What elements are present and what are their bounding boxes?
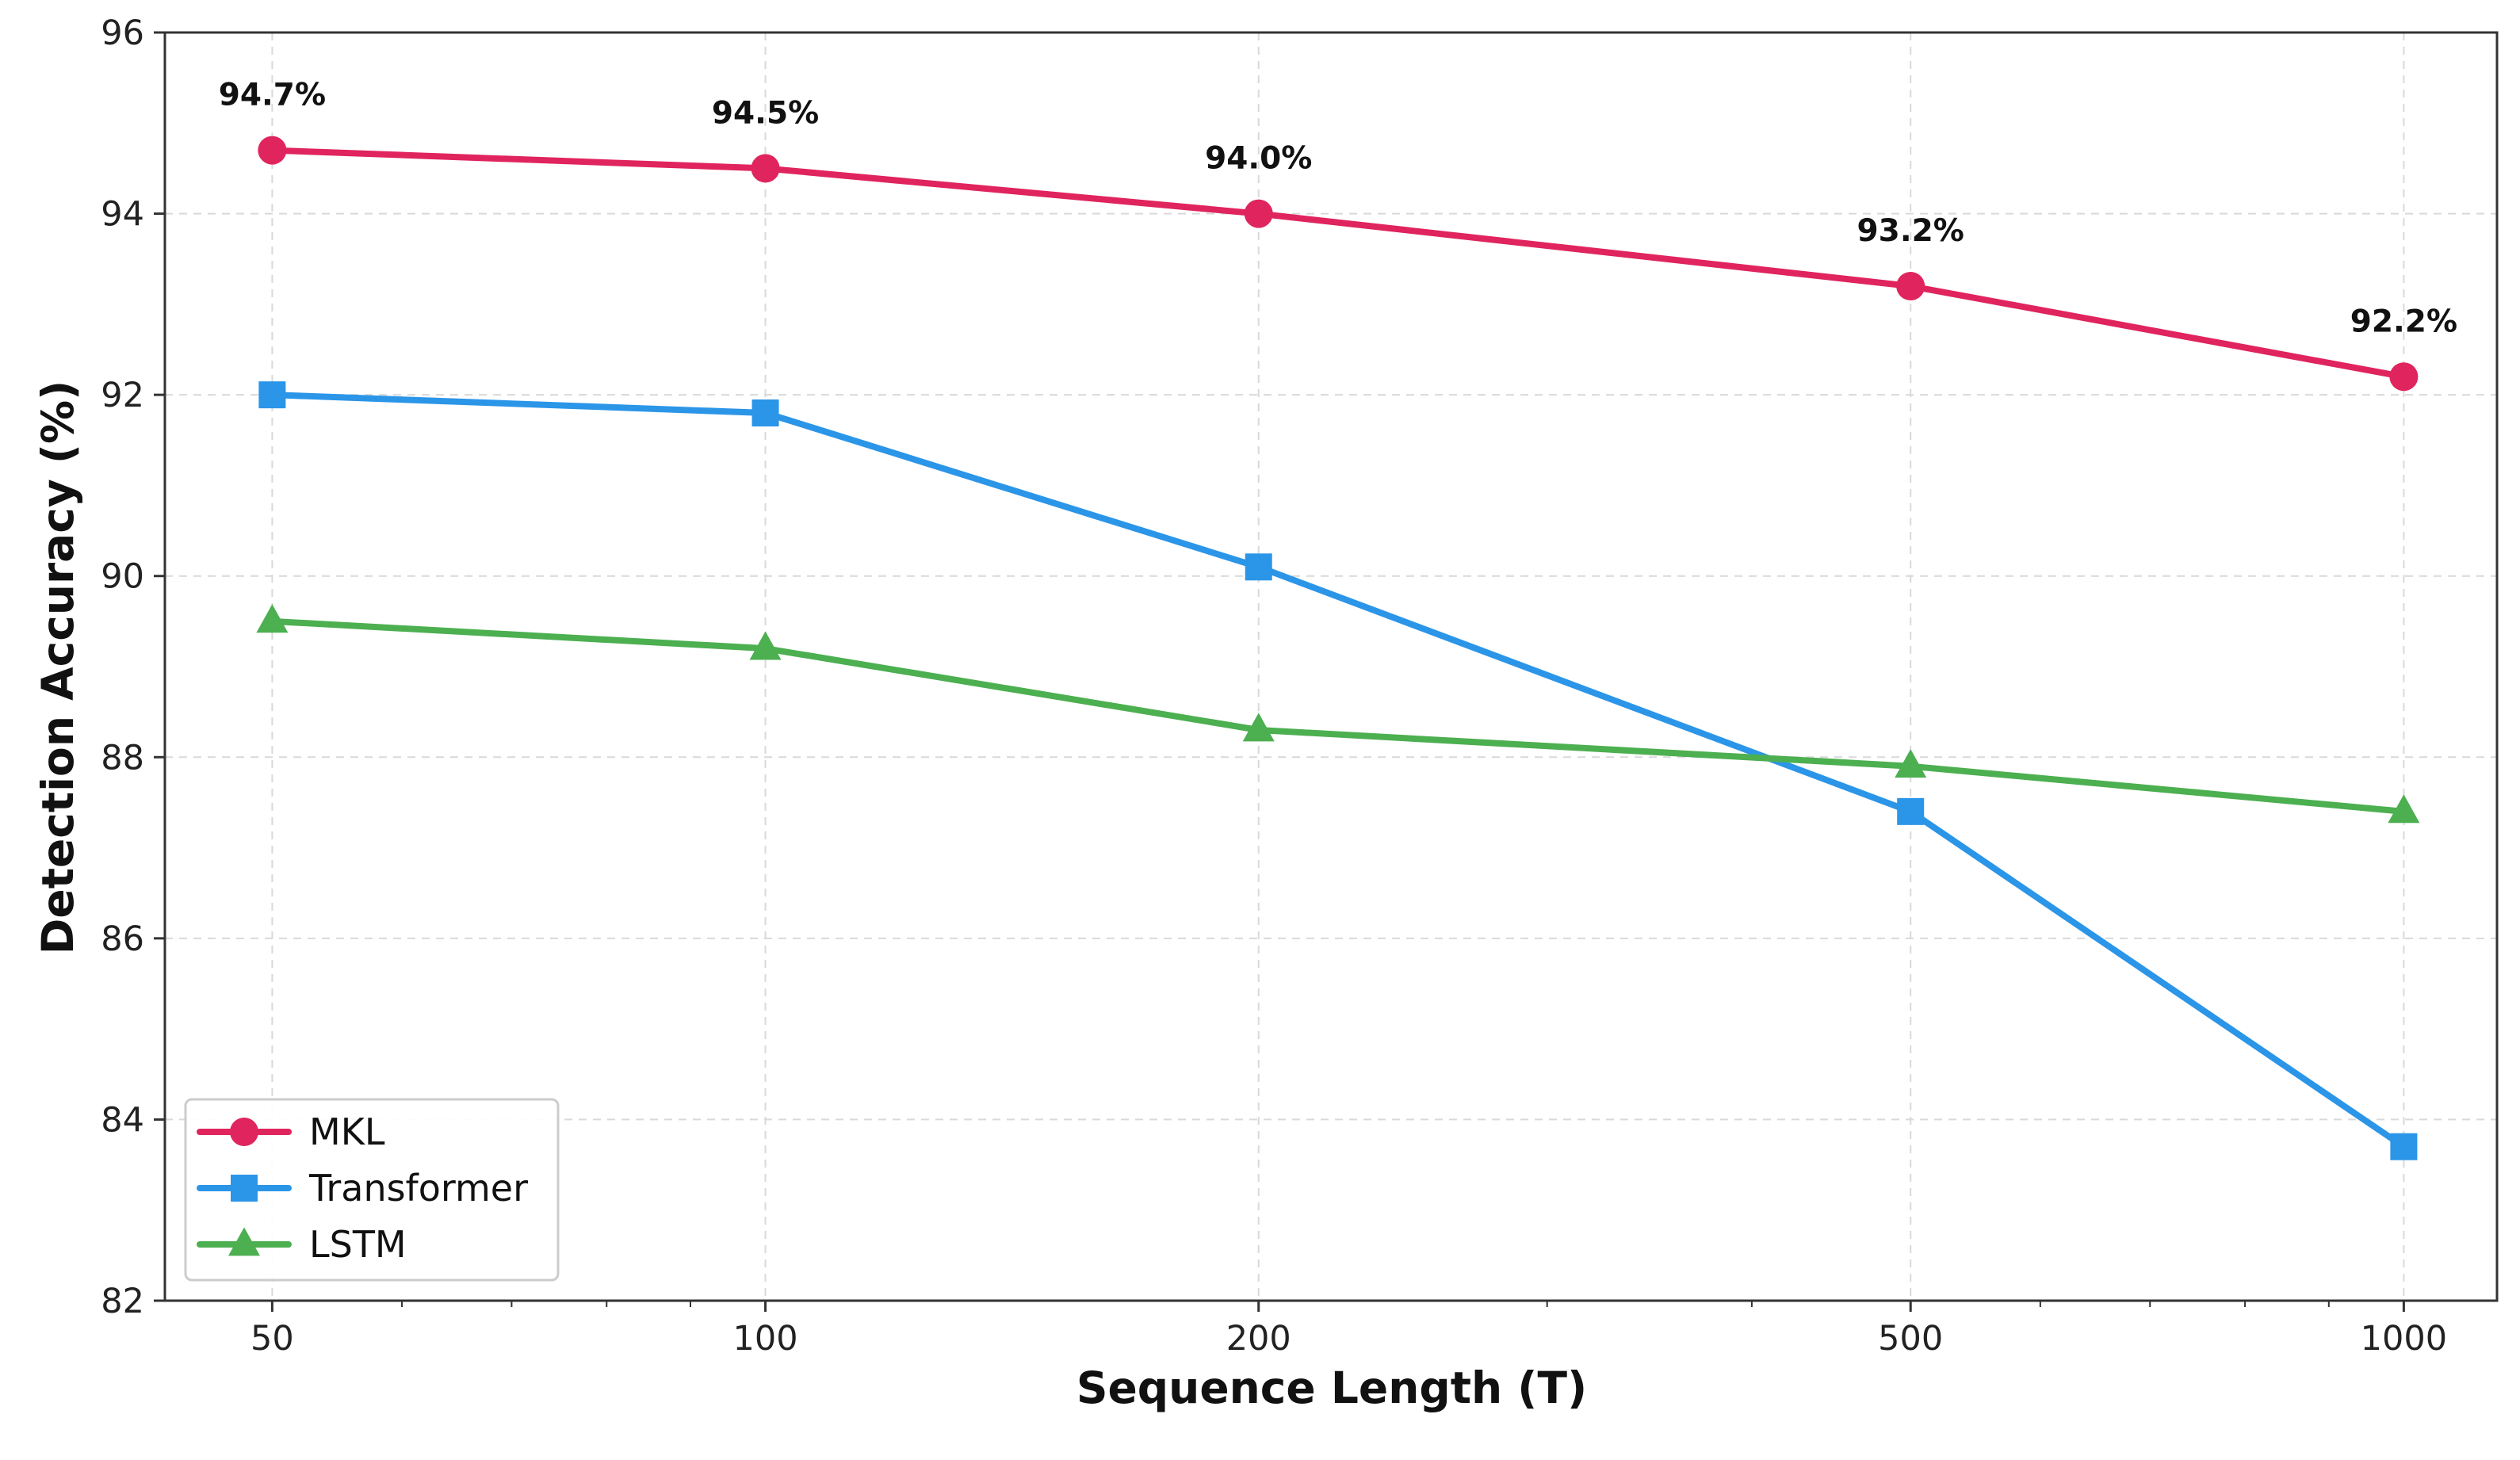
data-point-mkl bbox=[1896, 272, 1925, 300]
data-point-lstm bbox=[256, 604, 289, 633]
frame-layer bbox=[163, 31, 2499, 1302]
data-label-mkl: 94.0% bbox=[1205, 141, 1312, 177]
data-point-lstm bbox=[749, 631, 782, 660]
data-label-mkl: 94.7% bbox=[219, 78, 326, 113]
y-axis-title: Detection Accuracy (%) bbox=[33, 380, 83, 955]
legend-label-transformer: Transformer bbox=[308, 1167, 528, 1210]
data-point-mkl bbox=[258, 136, 287, 165]
y-tick-label: 82 bbox=[101, 1282, 144, 1321]
data-point-transformer bbox=[1245, 553, 1272, 581]
data-point-transformer bbox=[258, 381, 286, 409]
x-axis-title: Sequence Length (T) bbox=[1076, 1363, 1587, 1413]
data-point-mkl bbox=[2389, 362, 2419, 392]
data-point-mkl bbox=[751, 154, 780, 183]
data-point-lstm bbox=[1242, 713, 1275, 742]
y-tick-label: 94 bbox=[101, 195, 144, 235]
data-point-lstm bbox=[1895, 749, 1927, 778]
x-tick-label: 100 bbox=[733, 1319, 798, 1359]
x-tick-label: 200 bbox=[1226, 1319, 1291, 1359]
legend-label-lstm: LSTM bbox=[309, 1223, 407, 1266]
legend-marker-lstm bbox=[228, 1227, 260, 1256]
series-line-transformer bbox=[269, 392, 2407, 1150]
data-point-mkl bbox=[1244, 199, 1273, 228]
legend-marker-mkl bbox=[230, 1118, 258, 1146]
data-point-lstm bbox=[2388, 794, 2420, 824]
series-line-lstm bbox=[269, 617, 2407, 815]
y-tick-label: 90 bbox=[101, 557, 144, 597]
y-tick-label: 92 bbox=[101, 376, 144, 415]
legend: MKL Transformer LSTM bbox=[184, 1098, 560, 1282]
data-label-mkl: 93.2% bbox=[1857, 213, 1964, 249]
data-label-mkl: 92.2% bbox=[2350, 304, 2457, 339]
legend-marker-transformer bbox=[231, 1175, 258, 1202]
data-point-transformer bbox=[2390, 1133, 2418, 1160]
label-layer: 94.7% 94.5% 94.0% 93.2% 92.2% bbox=[219, 78, 2457, 340]
y-tick-label: 96 bbox=[101, 13, 144, 53]
series-line-mkl bbox=[269, 147, 2407, 380]
x-tick-label: 50 bbox=[250, 1319, 294, 1359]
y-tick-label: 86 bbox=[101, 919, 144, 959]
series-layer bbox=[256, 136, 2420, 1160]
y-tick-label: 84 bbox=[101, 1100, 144, 1140]
data-point-transformer bbox=[1897, 797, 1925, 825]
data-point-transformer bbox=[751, 399, 779, 426]
x-tick-label: 1000 bbox=[2361, 1319, 2447, 1359]
y-tick-label: 88 bbox=[101, 738, 144, 778]
x-tick-label: 500 bbox=[1878, 1319, 1943, 1359]
legend-box bbox=[184, 1098, 560, 1282]
data-label-mkl: 94.5% bbox=[712, 95, 819, 131]
tick-layer: 82 84 86 88 90 92 94 96 50 100 200 500 1000 bbox=[101, 13, 2447, 1359]
legend-label-mkl: MKL bbox=[309, 1110, 385, 1153]
plot-frame bbox=[163, 31, 2499, 1302]
